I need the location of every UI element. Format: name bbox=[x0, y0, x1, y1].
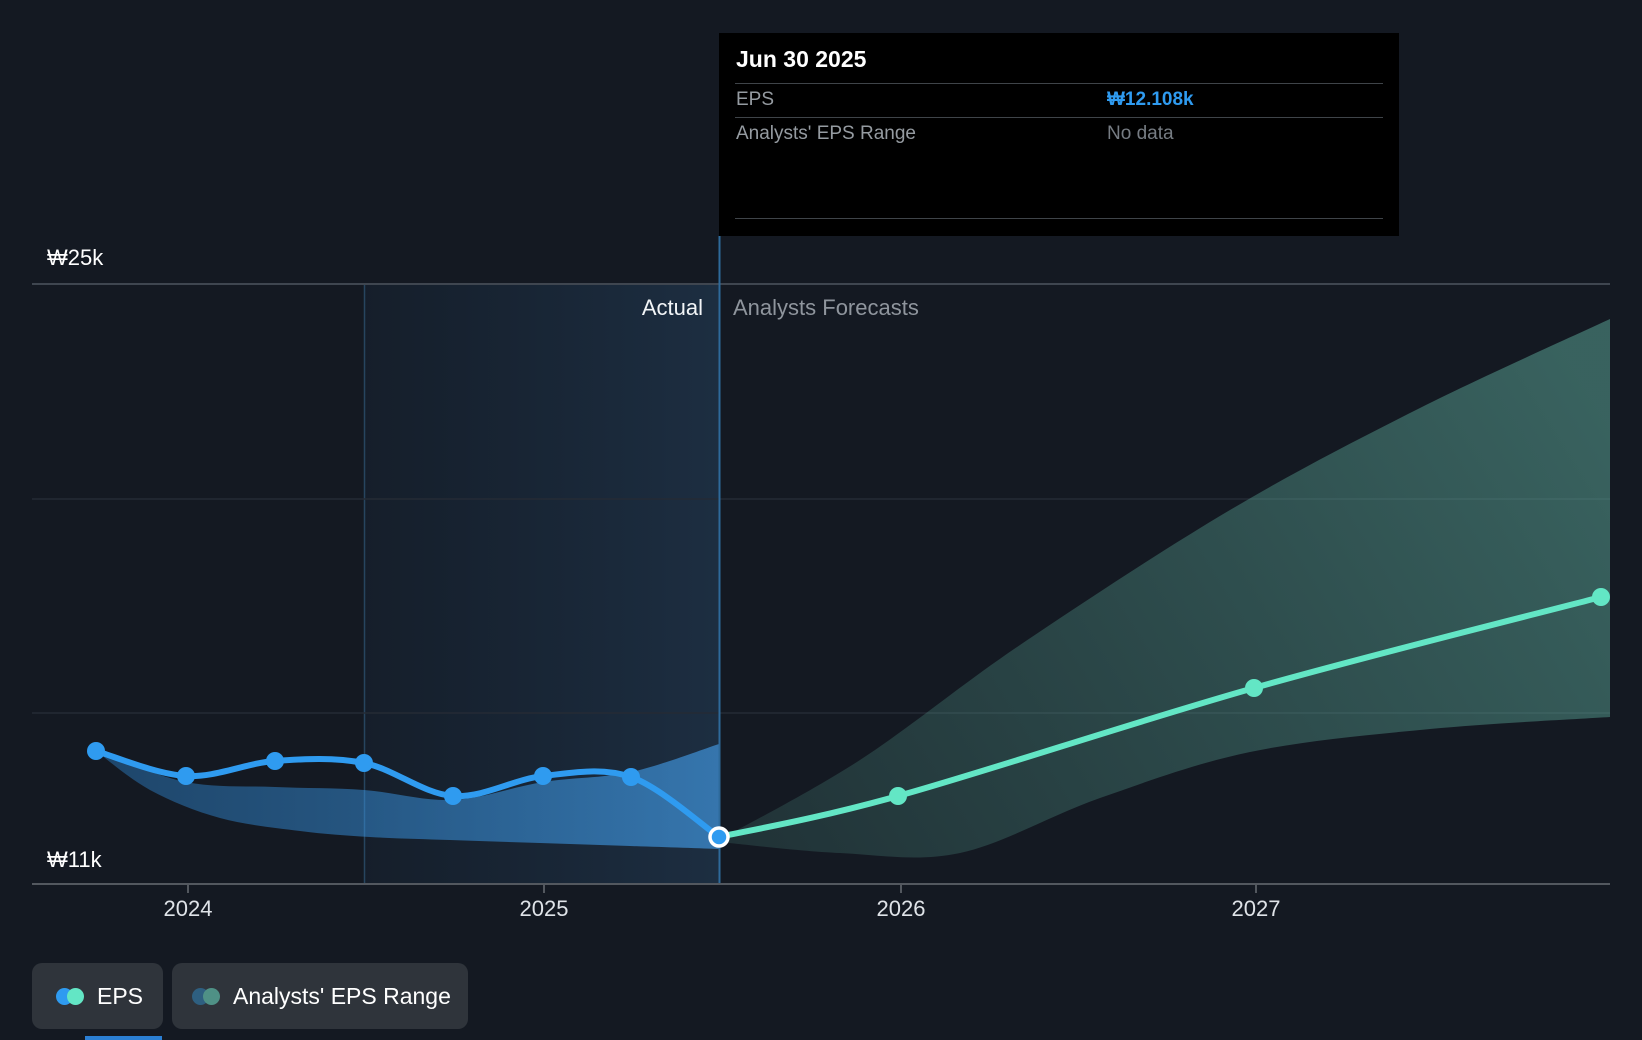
tooltip-divider-line bbox=[735, 117, 1383, 118]
tooltip-range-value: No data bbox=[1107, 123, 1174, 144]
teal-dot-icon bbox=[67, 987, 84, 1005]
tooltip-range-label: Analysts' EPS Range bbox=[736, 123, 916, 144]
x-axis-label: 2027 bbox=[1231, 896, 1281, 921]
legend-eps-range-label: Analysts' EPS Range bbox=[233, 982, 451, 1009]
eps-data-point[interactable] bbox=[355, 754, 373, 772]
eps-forecast-line bbox=[716, 594, 1604, 840]
eps-selected-point[interactable] bbox=[708, 826, 730, 848]
tooltip: Jun 30 2025 EPS ₩12.108k Analysts' EPS R… bbox=[719, 33, 1399, 236]
eps-forecast-point[interactable] bbox=[889, 787, 907, 805]
eps-forecast-point[interactable] bbox=[1245, 679, 1263, 697]
tooltip-row-range: Analysts' EPS Range No data bbox=[736, 117, 1382, 151]
tooltip-divider-line bbox=[735, 218, 1383, 219]
eps-data-point[interactable] bbox=[534, 767, 552, 785]
eps-data-point[interactable] bbox=[622, 768, 640, 786]
legend-eps-toggle[interactable]: EPS bbox=[32, 963, 163, 1029]
tooltip-row-eps: EPS ₩12.108k bbox=[736, 83, 1382, 117]
eps-data-point[interactable] bbox=[444, 787, 462, 805]
tooltip-date: Jun 30 2025 bbox=[736, 46, 867, 72]
eps-legend-icon bbox=[56, 987, 84, 1005]
legend-eps-label: EPS bbox=[97, 982, 144, 1009]
x-axis-label: 2024 bbox=[163, 896, 213, 921]
eps-range-legend-icon bbox=[192, 987, 220, 1005]
muted-teal-dot-icon bbox=[203, 987, 220, 1005]
y-axis-label-min: ₩11k bbox=[47, 847, 102, 872]
forecast-label: Analysts Forecasts bbox=[733, 295, 919, 320]
forecast-range-area bbox=[719, 319, 1610, 858]
y-axis-label-max: ₩25k bbox=[47, 245, 104, 270]
x-axis-label: 2026 bbox=[876, 896, 926, 921]
tooltip-eps-label: EPS bbox=[736, 89, 775, 110]
actual-label: Actual bbox=[641, 295, 703, 320]
eps-data-point[interactable] bbox=[266, 752, 284, 770]
tooltip-divider-line bbox=[735, 83, 1383, 84]
eps-forecast-point[interactable] bbox=[1592, 588, 1610, 606]
legend-eps-range-toggle[interactable]: Analysts' EPS Range bbox=[172, 963, 468, 1029]
eps-data-point[interactable] bbox=[87, 742, 105, 760]
actual-range-area bbox=[96, 744, 719, 849]
tooltip-eps-value: ₩12.108k bbox=[1107, 89, 1194, 110]
eps-data-point[interactable] bbox=[177, 767, 195, 785]
bottom-scroll-indicator[interactable] bbox=[85, 1036, 162, 1040]
x-axis-label: 2025 bbox=[519, 896, 569, 921]
